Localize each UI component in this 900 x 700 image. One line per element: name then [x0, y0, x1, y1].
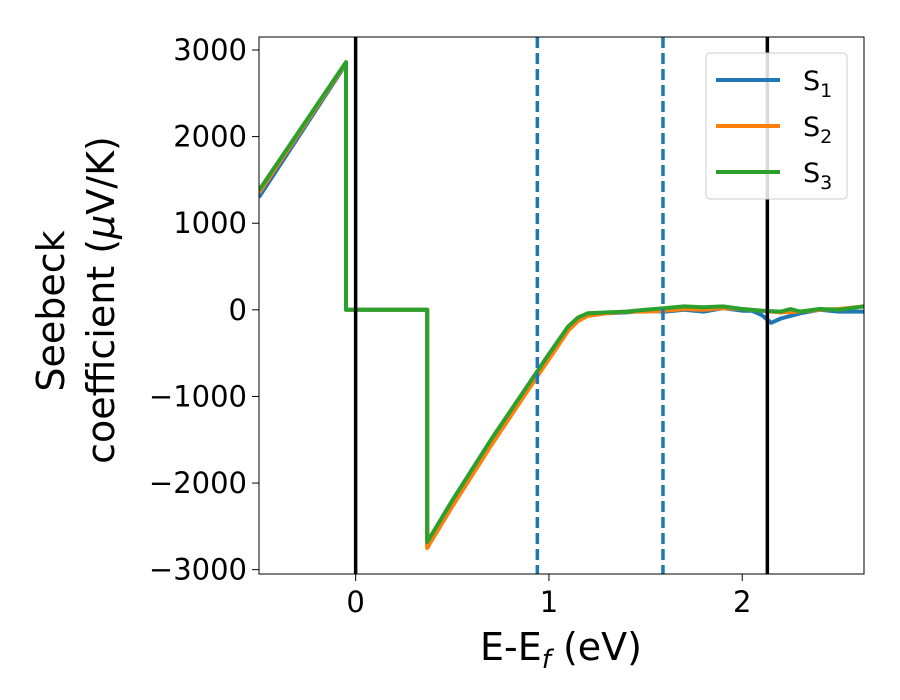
plot-frame	[258, 36, 865, 575]
y-tick-label: −2000	[149, 466, 247, 500]
axes: 0 1 2 −3000 −2000 −1000 0 1000 2000 3000	[149, 33, 865, 619]
legend-label-s3: S3	[803, 158, 832, 194]
x-axis-title: E-Ef (eV)	[480, 625, 642, 675]
x-tick-label: 0	[346, 585, 364, 619]
legend-label-s1: S1	[803, 66, 832, 102]
y-tick-label: 1000	[173, 206, 247, 240]
y-axis-title-line1: Seebeck	[29, 230, 73, 391]
legend: S1 S2 S3	[705, 52, 848, 200]
x-tick-label: 1	[540, 585, 558, 619]
y-tick-label: 0	[229, 293, 247, 327]
legend-label-s2: S2	[803, 112, 832, 148]
plot-area	[259, 37, 864, 574]
y-tick-label: 2000	[173, 120, 247, 154]
y-axis-title-line2: coefficient (μV/K)	[79, 136, 123, 464]
y-tick-label: 3000	[173, 33, 247, 67]
x-tick-label: 2	[733, 585, 751, 619]
series-line-s3	[259, 60, 864, 544]
y-tick-label: −1000	[149, 379, 247, 413]
y-tick-label: −3000	[149, 553, 247, 587]
